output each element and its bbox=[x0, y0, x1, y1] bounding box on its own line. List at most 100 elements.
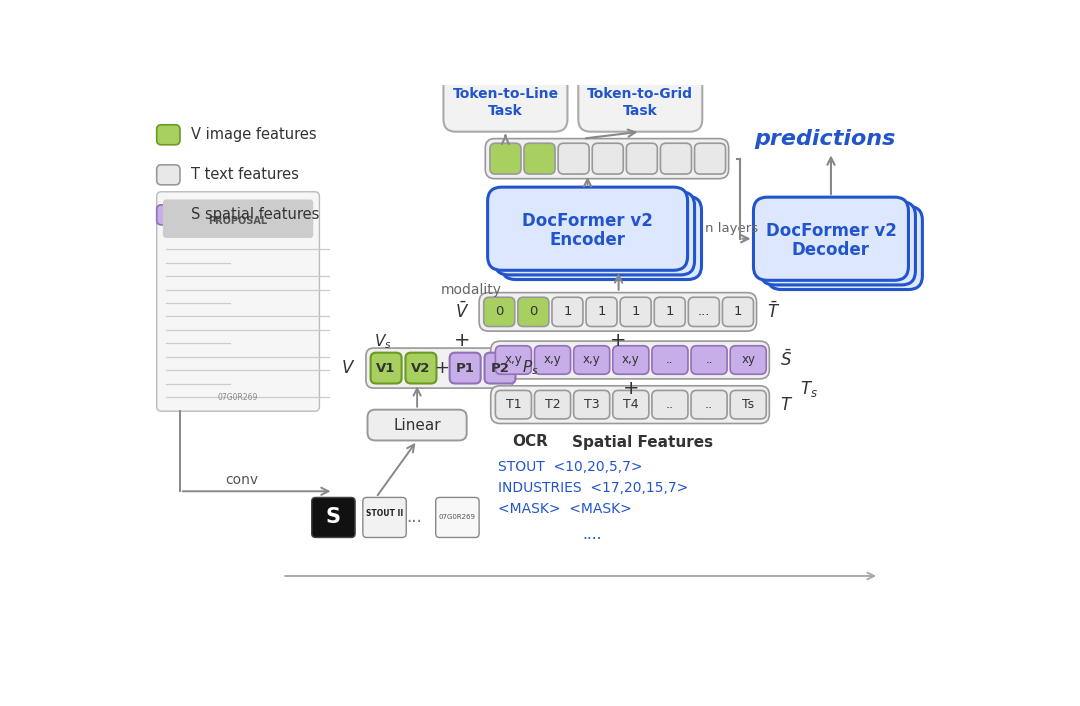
Text: V image features: V image features bbox=[191, 127, 316, 143]
FancyBboxPatch shape bbox=[620, 297, 651, 326]
Text: +: + bbox=[454, 331, 470, 350]
FancyBboxPatch shape bbox=[157, 205, 180, 225]
FancyBboxPatch shape bbox=[367, 409, 467, 441]
FancyBboxPatch shape bbox=[488, 187, 688, 270]
Text: +: + bbox=[622, 378, 639, 397]
FancyBboxPatch shape bbox=[558, 143, 590, 174]
FancyBboxPatch shape bbox=[691, 346, 727, 374]
FancyBboxPatch shape bbox=[612, 346, 649, 374]
Text: xy: xy bbox=[741, 354, 755, 366]
FancyBboxPatch shape bbox=[495, 192, 694, 275]
FancyBboxPatch shape bbox=[654, 297, 685, 326]
Text: T1: T1 bbox=[505, 398, 522, 411]
Text: T text features: T text features bbox=[191, 167, 299, 182]
Text: ...: ... bbox=[406, 508, 422, 527]
Text: V2: V2 bbox=[411, 361, 431, 375]
FancyBboxPatch shape bbox=[694, 143, 726, 174]
Text: Ts: Ts bbox=[742, 398, 754, 411]
FancyBboxPatch shape bbox=[524, 143, 555, 174]
FancyBboxPatch shape bbox=[484, 297, 515, 326]
FancyBboxPatch shape bbox=[405, 353, 436, 383]
Text: x,y: x,y bbox=[504, 354, 523, 366]
FancyBboxPatch shape bbox=[157, 164, 180, 185]
Text: $V$: $V$ bbox=[341, 359, 355, 377]
Text: n layers: n layers bbox=[704, 222, 758, 235]
FancyBboxPatch shape bbox=[517, 297, 549, 326]
FancyBboxPatch shape bbox=[760, 202, 916, 285]
FancyBboxPatch shape bbox=[444, 74, 567, 132]
Text: INDUSTRIES  <17,20,15,7>: INDUSTRIES <17,20,15,7> bbox=[498, 481, 688, 495]
FancyBboxPatch shape bbox=[652, 346, 688, 374]
FancyBboxPatch shape bbox=[157, 192, 320, 411]
FancyBboxPatch shape bbox=[163, 200, 313, 238]
Text: ..: .. bbox=[666, 354, 674, 366]
FancyBboxPatch shape bbox=[723, 297, 754, 326]
FancyBboxPatch shape bbox=[552, 297, 583, 326]
FancyBboxPatch shape bbox=[612, 390, 649, 419]
Text: S: S bbox=[326, 508, 341, 527]
Text: S spatial features: S spatial features bbox=[191, 208, 320, 222]
FancyBboxPatch shape bbox=[485, 353, 515, 383]
FancyBboxPatch shape bbox=[496, 346, 531, 374]
FancyBboxPatch shape bbox=[573, 346, 610, 374]
Text: $\bar{T}$: $\bar{T}$ bbox=[768, 301, 781, 322]
Text: T2: T2 bbox=[544, 398, 561, 411]
Text: 07G0R269: 07G0R269 bbox=[438, 515, 476, 520]
Text: PROPOSAL: PROPOSAL bbox=[208, 216, 268, 226]
FancyBboxPatch shape bbox=[485, 138, 729, 179]
Text: $\bar{V}$: $\bar{V}$ bbox=[455, 301, 469, 322]
Text: 1: 1 bbox=[733, 306, 742, 318]
FancyBboxPatch shape bbox=[496, 390, 531, 419]
FancyBboxPatch shape bbox=[652, 390, 688, 419]
FancyBboxPatch shape bbox=[435, 498, 480, 537]
FancyBboxPatch shape bbox=[586, 297, 617, 326]
Text: $V_s$: $V_s$ bbox=[375, 333, 392, 352]
FancyBboxPatch shape bbox=[535, 390, 570, 419]
FancyBboxPatch shape bbox=[366, 348, 513, 388]
Text: ...: ... bbox=[698, 306, 710, 318]
FancyBboxPatch shape bbox=[157, 125, 180, 145]
Text: Decoder: Decoder bbox=[792, 241, 870, 259]
Text: predictions: predictions bbox=[754, 129, 895, 150]
FancyBboxPatch shape bbox=[592, 143, 623, 174]
FancyBboxPatch shape bbox=[501, 196, 702, 280]
FancyBboxPatch shape bbox=[626, 143, 658, 174]
Text: DocFormer v2: DocFormer v2 bbox=[522, 212, 653, 230]
Text: +: + bbox=[434, 359, 448, 377]
FancyBboxPatch shape bbox=[688, 297, 719, 326]
Text: $T_s$: $T_s$ bbox=[800, 379, 818, 399]
FancyBboxPatch shape bbox=[730, 346, 766, 374]
Text: ....: .... bbox=[582, 527, 602, 542]
Text: Token-to-Line: Token-to-Line bbox=[453, 87, 558, 100]
Text: P1: P1 bbox=[456, 361, 474, 375]
Text: ..: .. bbox=[705, 354, 713, 366]
Text: Spatial Features: Spatial Features bbox=[572, 434, 713, 450]
Text: V1: V1 bbox=[377, 361, 395, 375]
Text: conv: conv bbox=[226, 472, 258, 486]
FancyBboxPatch shape bbox=[535, 346, 570, 374]
Text: ..: .. bbox=[666, 398, 674, 411]
Text: Task: Task bbox=[488, 104, 523, 117]
Text: T3: T3 bbox=[584, 398, 599, 411]
Text: Task: Task bbox=[623, 104, 658, 117]
Text: STOUT II: STOUT II bbox=[366, 509, 403, 518]
FancyBboxPatch shape bbox=[490, 143, 521, 174]
FancyBboxPatch shape bbox=[490, 341, 769, 379]
Text: +: + bbox=[610, 331, 626, 350]
Text: $T$: $T$ bbox=[780, 395, 794, 414]
Text: x,y: x,y bbox=[543, 354, 562, 366]
Text: Token-to-Grid: Token-to-Grid bbox=[588, 87, 693, 100]
Text: <MASK>  <MASK>: <MASK> <MASK> bbox=[498, 502, 632, 516]
Text: 1: 1 bbox=[597, 306, 606, 318]
FancyBboxPatch shape bbox=[370, 353, 402, 383]
FancyBboxPatch shape bbox=[768, 206, 922, 289]
Text: 0: 0 bbox=[495, 306, 503, 318]
Text: $P_s$: $P_s$ bbox=[523, 359, 539, 378]
Text: x,y: x,y bbox=[583, 354, 600, 366]
Text: Linear: Linear bbox=[393, 417, 441, 433]
Text: 07G0R269: 07G0R269 bbox=[218, 393, 258, 402]
Text: $\bar{S}$: $\bar{S}$ bbox=[780, 349, 793, 370]
Text: 1: 1 bbox=[665, 306, 674, 318]
FancyBboxPatch shape bbox=[312, 498, 355, 537]
Text: ..: .. bbox=[705, 398, 713, 411]
